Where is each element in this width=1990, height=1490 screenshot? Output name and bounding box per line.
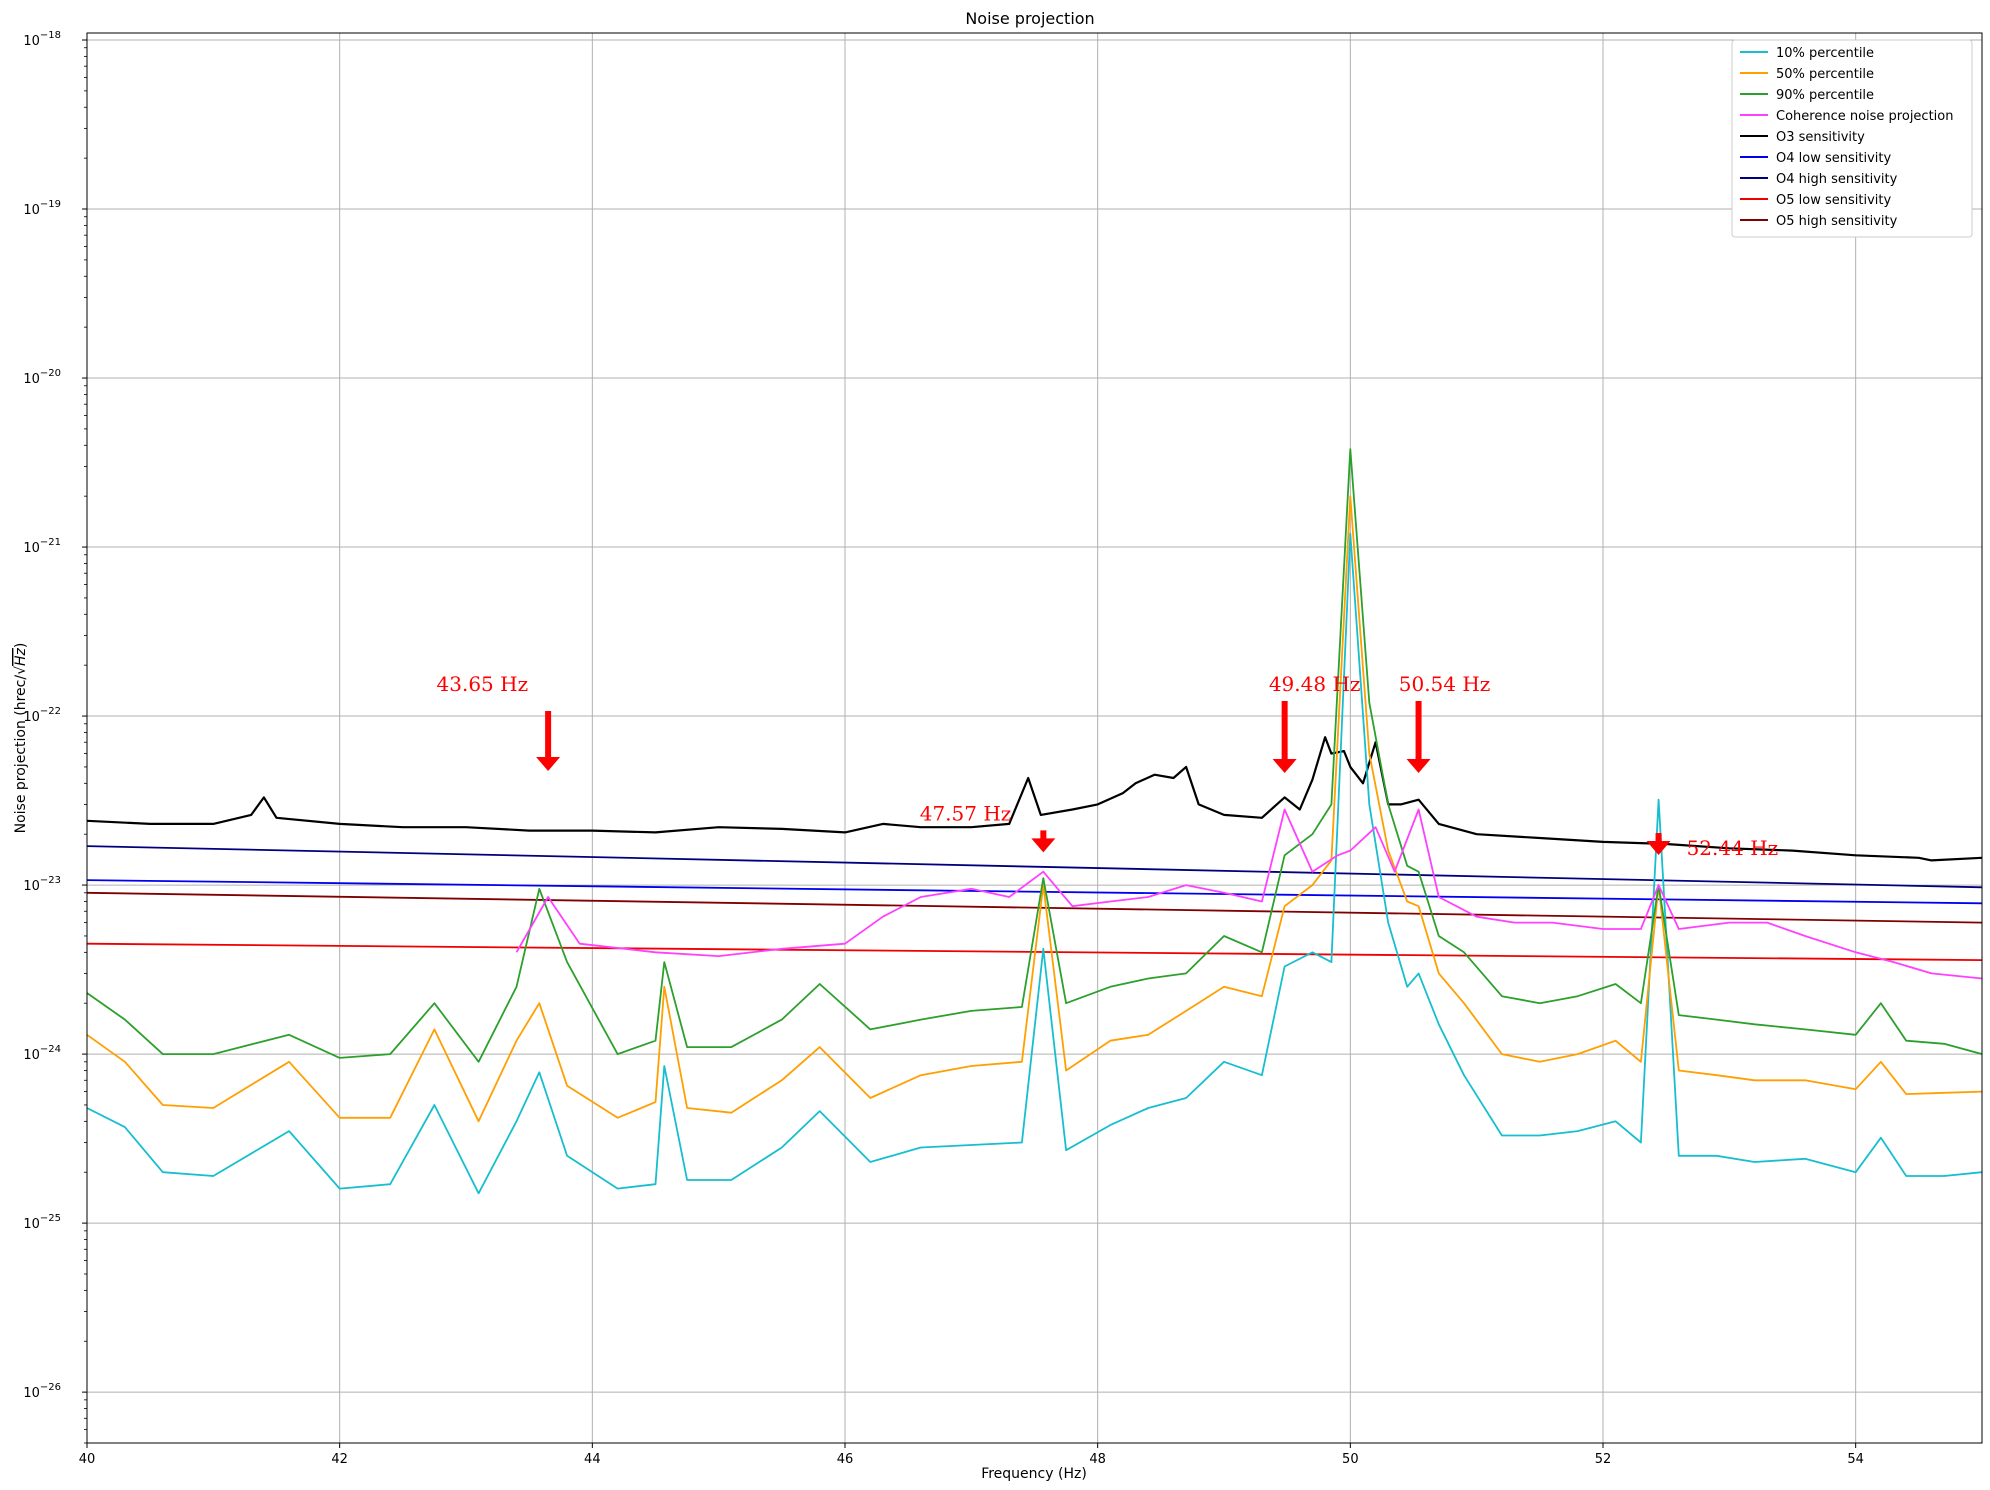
y-tick-label: 10−22 [23, 706, 61, 725]
y-tick-label: 10−26 [23, 1382, 61, 1401]
annotation-label: 50.54 Hz [1399, 672, 1491, 696]
legend-label: 90% percentile [1776, 88, 1874, 103]
y-axis-label-hz: Hz [13, 647, 29, 666]
legend-label: 50% percentile [1776, 67, 1874, 82]
y-tick-label: 10−23 [23, 875, 61, 894]
y-axis-label-prefix: Noise projection (hrec/ [13, 675, 29, 834]
series-line [515, 808, 1982, 980]
y-tick-label: 10−18 [23, 30, 61, 49]
series-line [87, 736, 1982, 862]
legend: 10% percentile 50% percentile 90% percenti… [1731, 39, 1973, 238]
annotation-layer: 43.65 Hz 47.57 Hz 49.48 Hz 50.54 Hz 52.44 Hz [437, 672, 1779, 860]
annotation-arrowhead [1646, 841, 1671, 856]
annotation-arrowhead [536, 757, 561, 772]
y-tick-label: 10−24 [23, 1044, 61, 1063]
x-tick-label: 44 [584, 1452, 601, 1467]
legend-label: O4 low sensitivity [1776, 151, 1891, 166]
x-tick-label: 48 [1089, 1452, 1106, 1467]
series-layer [87, 448, 1982, 1195]
y-tick-label: 10−19 [23, 199, 61, 218]
annotation-arrowhead [1031, 838, 1056, 853]
x-tick-label: 42 [331, 1452, 348, 1467]
chart-title: Noise projection [965, 9, 1094, 28]
plot-frame [86, 32, 1983, 1444]
y-tick-label: 10−20 [23, 368, 61, 387]
annotation-arrowhead [1406, 759, 1431, 774]
x-tick-label: 46 [837, 1452, 854, 1467]
annotation-label: 52.44 Hz [1687, 836, 1779, 860]
series-line [87, 845, 1982, 889]
legend-box [1731, 39, 1973, 238]
annotation-label: 43.65 Hz [437, 672, 529, 696]
y-axis-label: Noise projection (hrec/√Hz) [13, 643, 29, 834]
legend-label: O5 low sensitivity [1776, 193, 1891, 208]
x-tick-label: 40 [79, 1452, 96, 1467]
svg-text:Noise projection (hrec/√Hz): Noise projection (hrec/√Hz) [13, 643, 29, 834]
x-tick-label: 54 [1847, 1452, 1864, 1467]
tick-layer: 40 42 44 46 48 50 52 54 10−26 10−25 10−24 10−23 10−2… [23, 30, 1864, 1467]
annotation-label: 47.57 Hz [920, 801, 1012, 825]
series-line [87, 532, 1982, 1195]
x-axis-label: Frequency (Hz) [981, 1466, 1087, 1482]
legend-label: O5 high sensitivity [1776, 214, 1898, 229]
y-axis-label-radical: √ [13, 666, 29, 675]
x-tick-label: 50 [1342, 1452, 1359, 1467]
legend-label: 10% percentile [1776, 46, 1874, 61]
y-axis-label-suffix: ) [13, 643, 29, 648]
annotation-label: 49.48 Hz [1269, 672, 1361, 696]
legend-label: O4 high sensitivity [1776, 172, 1898, 187]
y-tick-label: 10−21 [23, 537, 61, 556]
grid [86, 33, 1982, 1443]
y-tick-label: 10−25 [23, 1213, 61, 1232]
legend-label: Coherence noise projection [1776, 109, 1953, 124]
x-tick-label: 52 [1595, 1452, 1612, 1467]
annotation-arrowhead [1272, 759, 1297, 774]
legend-label: O3 sensitivity [1776, 130, 1865, 145]
